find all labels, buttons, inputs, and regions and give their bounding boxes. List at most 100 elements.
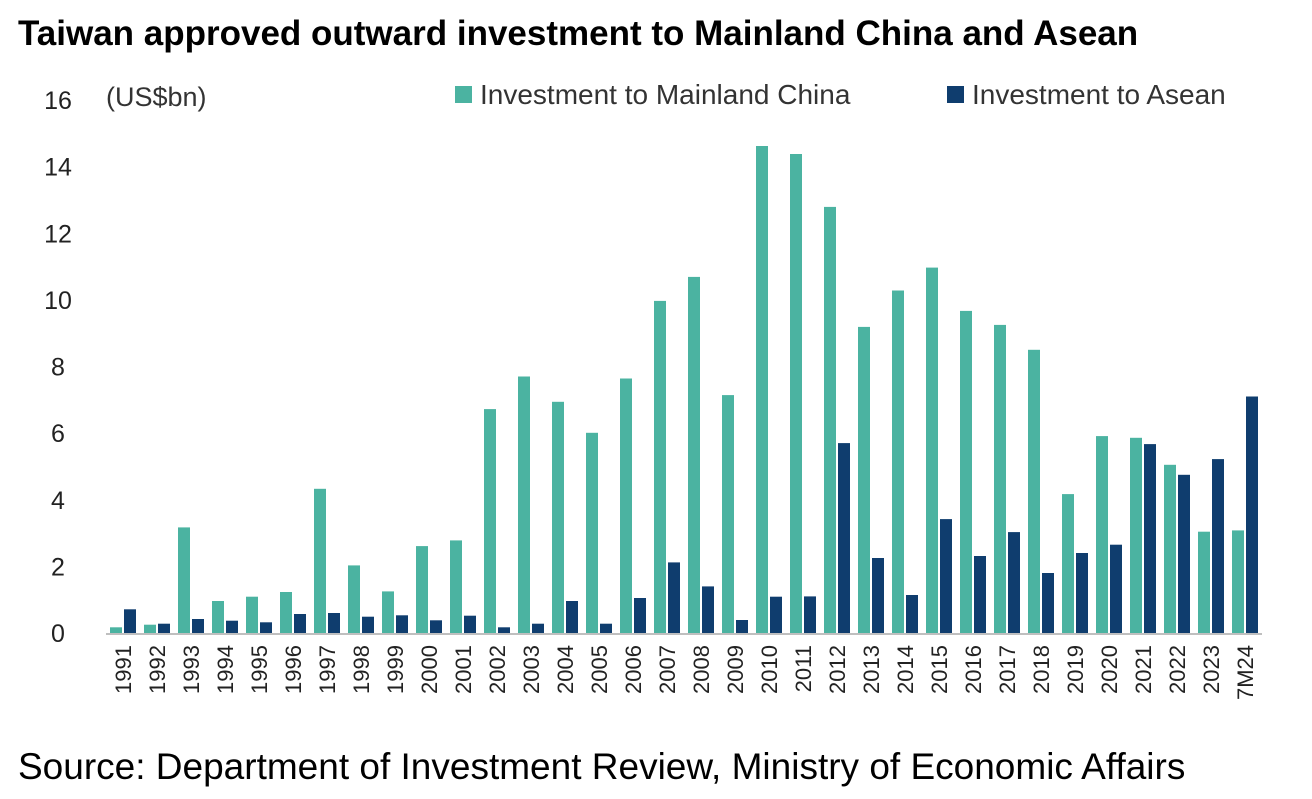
bar-asean-2001 xyxy=(464,615,476,633)
bar-asean-2010 xyxy=(770,596,782,633)
x-tick-label: 2018 xyxy=(1029,645,1054,694)
bar-mainland-china-2006 xyxy=(620,378,632,633)
x-tick-label: 2009 xyxy=(723,645,748,694)
y-tick-label: 10 xyxy=(44,287,72,315)
bar-asean-2004 xyxy=(566,601,578,633)
legend-swatch-asean xyxy=(947,86,964,103)
x-tick-label: 2013 xyxy=(859,645,884,694)
bar-asean-1992 xyxy=(158,623,170,633)
bar-asean-2012 xyxy=(838,443,850,633)
bar-asean-2022 xyxy=(1178,474,1190,633)
chart-title: Taiwan approved outward investment to Ma… xyxy=(18,14,1139,53)
source-note: Source: Department of Investment Review,… xyxy=(18,746,1186,787)
legend-swatch-mainland-china xyxy=(455,86,472,103)
bar-mainland-china-2019 xyxy=(1062,494,1074,633)
bar-mainland-china-1998 xyxy=(348,565,360,633)
bar-mainland-china-1999 xyxy=(382,591,394,633)
y-tick-label: 6 xyxy=(51,420,65,448)
bar-asean-2015 xyxy=(940,519,952,633)
bar-mainland-china-2000 xyxy=(416,546,428,633)
y-tick-label: 0 xyxy=(51,620,65,648)
bar-mainland-china-2015 xyxy=(926,267,938,633)
bar-asean-2008 xyxy=(702,586,714,633)
legend-label-mainland-china: Investment to Mainland China xyxy=(480,79,851,110)
bars xyxy=(110,146,1258,633)
bar-mainland-china-1997 xyxy=(314,488,326,633)
bar-asean-1997 xyxy=(328,613,340,633)
x-tick-label: 1999 xyxy=(383,645,408,694)
x-tick-label: 2004 xyxy=(553,645,578,694)
bar-mainland-china-1993 xyxy=(178,527,190,633)
bar-asean-2000 xyxy=(430,620,442,633)
x-tick-label: 2006 xyxy=(621,645,646,694)
bar-asean-2003 xyxy=(532,623,544,633)
bar-asean-1999 xyxy=(396,615,408,633)
bar-asean-2016 xyxy=(974,556,986,633)
x-tick-label: 2020 xyxy=(1097,645,1122,694)
y-tick-label: 4 xyxy=(51,487,65,515)
bar-mainland-china-2022 xyxy=(1164,464,1176,633)
bar-asean-2014 xyxy=(906,595,918,633)
bar-asean-1996 xyxy=(294,614,306,633)
bar-asean-2017 xyxy=(1008,532,1020,633)
bar-asean-2019 xyxy=(1076,553,1088,633)
bar-asean-2005 xyxy=(600,623,612,633)
bar-mainland-china-7M24 xyxy=(1232,530,1244,633)
x-tick-label: 1993 xyxy=(179,645,204,694)
bar-asean-2021 xyxy=(1144,444,1156,633)
bar-asean-1995 xyxy=(260,622,272,633)
x-tick-label: 2011 xyxy=(791,645,816,692)
bar-mainland-china-1992 xyxy=(144,624,156,633)
bar-mainland-china-2009 xyxy=(722,395,734,633)
y-tick-label: 8 xyxy=(51,354,65,382)
bar-mainland-china-2005 xyxy=(586,432,598,633)
x-tick-label: 1997 xyxy=(315,645,340,694)
bar-asean-2023 xyxy=(1212,459,1224,633)
y-axis: 0 2 4 6 8 10 12 14 16 xyxy=(44,87,72,648)
x-tick-label: 1992 xyxy=(145,645,170,694)
bar-mainland-china-2011 xyxy=(790,154,802,633)
x-tick-label: 1994 xyxy=(213,645,238,694)
bar-asean-2020 xyxy=(1110,544,1122,633)
y-tick-label: 2 xyxy=(51,553,65,581)
x-tick-label: 2001 xyxy=(451,645,476,694)
bar-mainland-china-1991 xyxy=(110,627,122,633)
legend: Investment to Mainland China Investment … xyxy=(455,79,1226,110)
x-tick-label: 7M24 xyxy=(1233,645,1258,700)
bar-mainland-china-2007 xyxy=(654,300,666,633)
bar-asean-1993 xyxy=(192,619,204,633)
bar-mainland-china-2021 xyxy=(1130,437,1142,633)
x-tick-label: 1996 xyxy=(281,645,306,694)
bar-asean-2002 xyxy=(498,627,510,633)
x-tick-label: 2000 xyxy=(417,645,442,694)
bar-asean-1998 xyxy=(362,616,374,633)
x-tick-label: 2007 xyxy=(655,645,680,694)
bar-asean-2006 xyxy=(634,598,646,633)
bar-mainland-china-2017 xyxy=(994,324,1006,633)
bar-mainland-china-1995 xyxy=(246,596,258,633)
bar-asean-2009 xyxy=(736,620,748,633)
y-tick-label: 14 xyxy=(44,154,72,182)
bar-mainland-china-2004 xyxy=(552,401,564,633)
bar-asean-1994 xyxy=(226,620,238,633)
bar-asean-2007 xyxy=(668,562,680,633)
bar-mainland-china-2010 xyxy=(756,146,768,633)
x-tick-label: 2016 xyxy=(961,645,986,694)
x-tick-label: 2022 xyxy=(1165,645,1190,694)
unit-label: (US$bn) xyxy=(106,82,207,112)
x-tick-label: 2008 xyxy=(689,645,714,694)
x-tick-label: 2019 xyxy=(1063,645,1088,694)
bar-mainland-china-2001 xyxy=(450,540,462,633)
x-tick-label: 2005 xyxy=(587,645,612,694)
bar-mainland-china-2003 xyxy=(518,376,530,633)
bar-asean-2013 xyxy=(872,558,884,633)
x-tick-label: 1991 xyxy=(111,645,136,694)
bar-asean-7M24 xyxy=(1246,396,1258,633)
bar-mainland-china-2013 xyxy=(858,326,870,633)
bar-mainland-china-2016 xyxy=(960,310,972,633)
x-tick-label: 2003 xyxy=(519,645,544,694)
x-tick-label: 1998 xyxy=(349,645,374,694)
bar-mainland-china-2014 xyxy=(892,290,904,633)
x-tick-label: 2023 xyxy=(1199,645,1224,694)
